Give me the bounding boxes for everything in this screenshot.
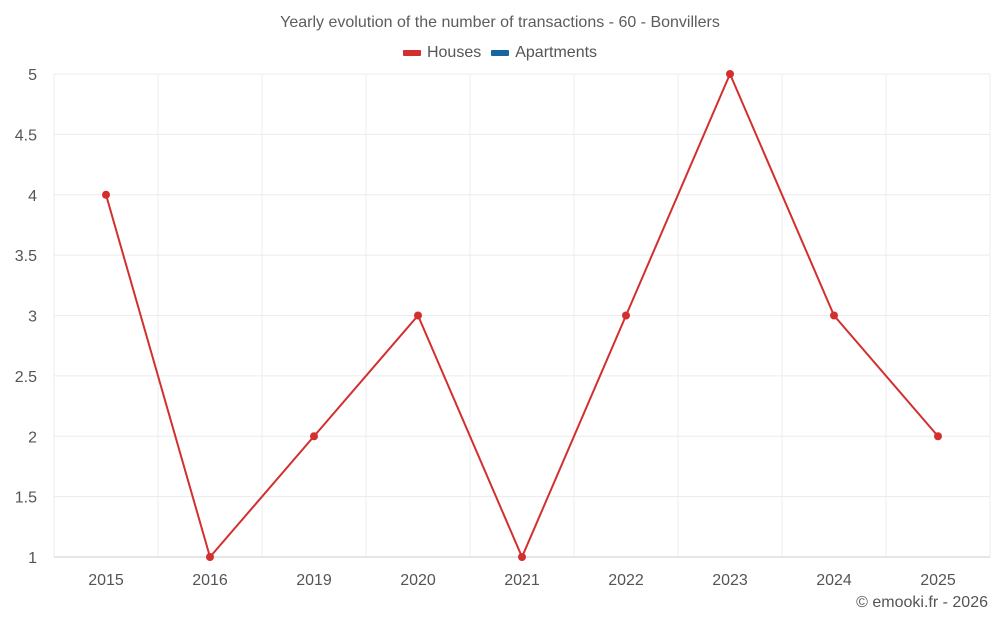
series-layer — [102, 70, 942, 561]
x-tick-label: 2019 — [296, 572, 332, 589]
x-tick-label: 2021 — [504, 572, 540, 589]
x-tick-label: 2022 — [608, 572, 644, 589]
x-tick-label: 2025 — [920, 572, 956, 589]
data-point — [310, 432, 318, 441]
legend-item-apartments[interactable]: Apartments — [491, 44, 597, 62]
y-tick-label: 3 — [28, 309, 37, 326]
legend: Houses Apartments — [0, 44, 1000, 62]
x-tick-label: 2023 — [712, 572, 748, 589]
legend-swatch-apartments — [491, 50, 510, 56]
data-point — [622, 311, 630, 320]
y-tick-label: 4.5 — [15, 127, 37, 144]
x-tick-label: 2024 — [816, 572, 852, 589]
legend-item-houses[interactable]: Houses — [402, 44, 482, 62]
y-tick-label: 3.5 — [15, 248, 37, 265]
y-tick-label: 1 — [28, 550, 37, 567]
credit-text: © emooki.fr - 2026 — [856, 594, 988, 611]
data-point — [830, 311, 838, 320]
data-point — [934, 432, 942, 441]
data-point — [414, 311, 422, 320]
y-tick-label: 1.5 — [15, 490, 37, 507]
x-tick-label: 2020 — [400, 572, 436, 589]
y-tick-label: 4 — [28, 188, 37, 205]
data-point — [518, 553, 526, 561]
chart-title: Yearly evolution of the number of transa… — [280, 14, 720, 31]
y-tick-label: 2 — [28, 429, 37, 446]
y-tick-label: 2.5 — [15, 369, 37, 386]
y-tick-label: 5 — [28, 67, 37, 84]
legend-label-houses: Houses — [426, 44, 482, 61]
legend-swatch-houses — [402, 50, 421, 56]
grid-layer — [53, 73, 991, 558]
legend-label-apartments: Apartments — [515, 44, 598, 61]
x-tick-label: 2015 — [88, 572, 124, 589]
data-point — [726, 70, 734, 78]
data-point — [206, 553, 214, 561]
x-tick-label: 2016 — [192, 572, 228, 589]
data-point — [102, 190, 110, 199]
